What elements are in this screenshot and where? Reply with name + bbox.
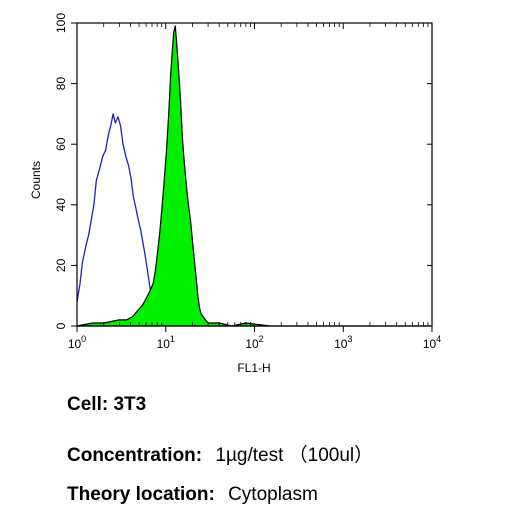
concentration-value: 1µg/test （100ul） bbox=[215, 445, 374, 466]
concentration-label: Concentration: bbox=[67, 445, 203, 466]
x-tick-label: 103 bbox=[334, 334, 352, 351]
y-tick-label: 80 bbox=[54, 77, 68, 91]
y-tick-label: 20 bbox=[54, 258, 68, 272]
cell-label: Cell: bbox=[67, 394, 109, 415]
series-outline-histogram bbox=[76, 113, 156, 327]
plot-area bbox=[76, 25, 433, 327]
x-tick-label: 102 bbox=[245, 334, 263, 351]
y-tick-label: 100 bbox=[54, 13, 68, 33]
x-tick-label: 104 bbox=[423, 334, 441, 351]
x-tick-label: 100 bbox=[68, 334, 86, 351]
x-axis-label: FL1-H bbox=[237, 361, 270, 375]
location-label: Theory location: bbox=[67, 484, 215, 505]
y-tick-label: 60 bbox=[54, 137, 68, 151]
flow-histogram-chart: 0 20 40 60 80 100 100 101 102 103 104 FL1-H Counts bbox=[29, 13, 441, 375]
location-value: Cytoplasm bbox=[228, 484, 318, 505]
axes: 0 20 40 60 80 100 100 101 102 103 104 bbox=[54, 13, 441, 351]
cell-value: 3T3 bbox=[113, 394, 147, 415]
cell-info: Cell: 3T3 bbox=[67, 394, 146, 416]
x-tick-label: 101 bbox=[157, 334, 175, 351]
y-tick-label: 0 bbox=[54, 322, 68, 329]
y-axis-label: Counts bbox=[29, 161, 43, 199]
y-tick-label: 40 bbox=[54, 198, 68, 212]
concentration-info: Concentration: 1µg/test （100ul） bbox=[67, 440, 373, 467]
location-info: Theory location: Cytoplasm bbox=[67, 484, 318, 506]
